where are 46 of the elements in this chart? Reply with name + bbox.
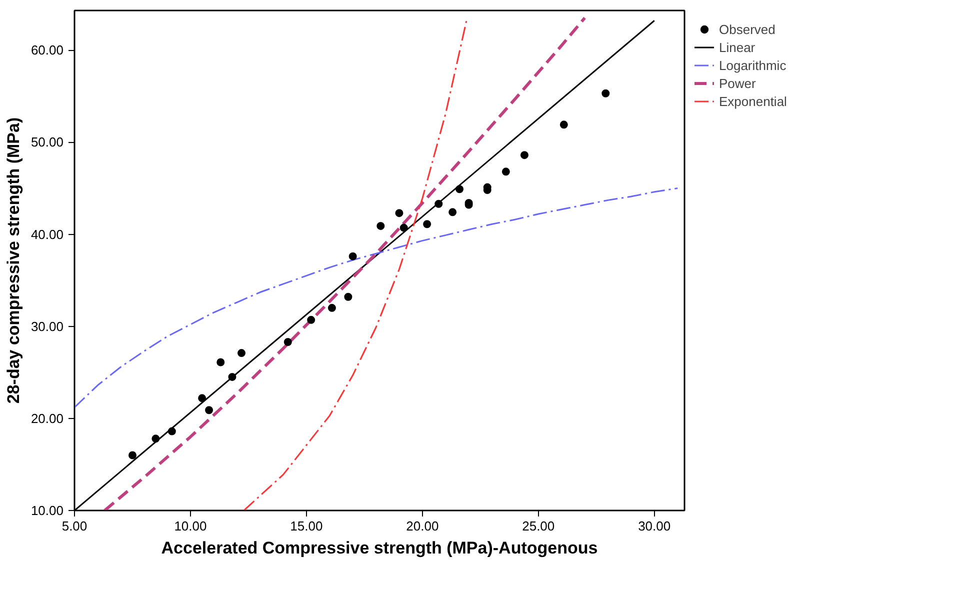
point	[560, 120, 568, 129]
point	[344, 292, 352, 301]
point	[434, 200, 443, 208]
point	[400, 224, 408, 232]
point	[284, 338, 292, 346]
point	[448, 208, 457, 216]
point	[502, 168, 510, 176]
y-axis-title: 28-day compressive strength (MPa)	[4, 117, 23, 404]
point	[198, 394, 206, 402]
point	[456, 185, 464, 194]
point	[205, 406, 214, 414]
point	[423, 220, 432, 228]
legend-label: Observed	[719, 20, 776, 38]
y-tick-label: 40.00	[30, 226, 64, 242]
x-tick-label: 20.00	[406, 518, 439, 534]
y-tick-label: 20.00	[30, 410, 64, 426]
point	[348, 252, 357, 260]
x-tick-label: 10.00	[174, 518, 207, 534]
point	[216, 358, 225, 366]
x-tick-label: 30.00	[638, 518, 671, 534]
point	[376, 222, 385, 230]
point	[307, 316, 316, 324]
point	[328, 304, 336, 312]
x-tick-label: 25.00	[522, 518, 555, 534]
point	[395, 209, 404, 218]
legend-label: Power	[719, 74, 756, 92]
point	[152, 434, 160, 443]
point	[168, 427, 176, 436]
point	[520, 151, 528, 160]
legend-label: Exponential	[719, 92, 787, 110]
y-tick-label: 10.00	[30, 503, 64, 518]
line-series	[243, 20, 468, 510]
x-axis-title: Accelerated Compressive strength (MPa)-Autogenous	[161, 538, 598, 558]
x-tick-label: 5.00	[62, 518, 88, 534]
y-tick-label: 50.00	[30, 134, 64, 150]
y-tick-label: 30.00	[30, 318, 64, 334]
x-tick-label: 15.00	[290, 518, 323, 534]
point	[128, 451, 136, 460]
line-series	[103, 16, 586, 510]
legend-label: Logarithmic	[719, 56, 786, 74]
line-series	[74, 187, 678, 408]
point	[228, 372, 236, 381]
point	[237, 349, 246, 358]
y-tick-label: 60.00	[30, 42, 64, 58]
point	[602, 89, 610, 98]
legend-label: Linear	[719, 38, 756, 56]
